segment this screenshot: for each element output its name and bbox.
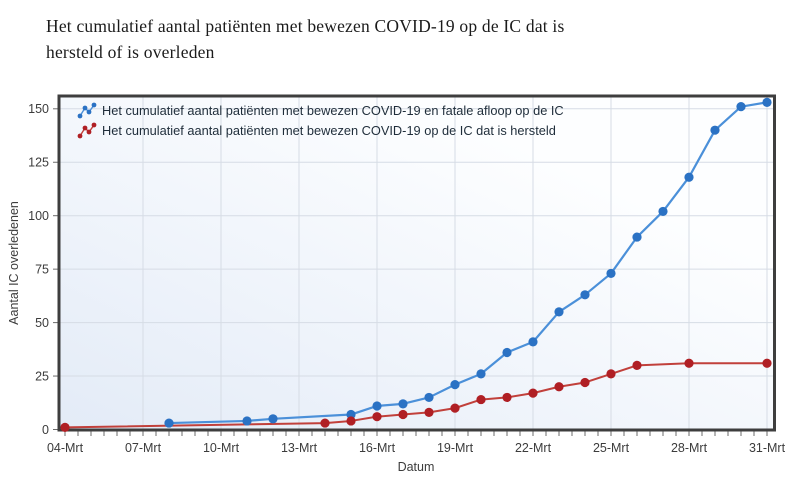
data-point[interactable] — [450, 403, 460, 413]
y-tick-label: 125 — [28, 156, 49, 170]
legend-label: Het cumulatief aantal patiënten met bewe… — [102, 123, 556, 138]
y-tick-label: 75 — [35, 262, 49, 276]
data-point[interactable] — [684, 172, 694, 182]
data-point[interactable] — [424, 392, 434, 403]
data-point[interactable] — [554, 307, 564, 317]
x-tick-label: 25-Mrt — [593, 441, 630, 455]
data-point[interactable] — [398, 399, 408, 409]
legend-label: Het cumulatief aantal patiënten met bewe… — [102, 103, 564, 118]
data-point[interactable] — [554, 382, 564, 392]
y-tick-label: 50 — [35, 316, 49, 330]
data-point[interactable] — [502, 392, 512, 403]
data-point[interactable] — [528, 388, 538, 398]
data-point[interactable] — [476, 394, 486, 405]
data-point[interactable] — [528, 337, 538, 347]
series-marker-icon — [77, 102, 97, 119]
x-tick-label: 10-Mrt — [203, 441, 240, 455]
legend-item-1[interactable]: Het cumulatief aantal patiënten met bewe… — [77, 122, 556, 139]
x-tick-label: 16-Mrt — [359, 441, 396, 455]
data-point[interactable] — [580, 290, 590, 300]
x-axis-title: Datum — [398, 460, 435, 474]
series-line-1 — [64, 362, 767, 429]
page-title-line-1: Het cumulatief aantal patiënten met bewe… — [46, 16, 565, 36]
page-title: Het cumulatief aantal patiënten met bewe… — [46, 13, 565, 65]
data-point[interactable] — [268, 414, 278, 424]
x-tick-label: 13-Mrt — [281, 441, 318, 455]
x-tick-label: 28-Mrt — [671, 441, 708, 455]
y-tick-label: 25 — [35, 369, 49, 383]
data-point[interactable] — [502, 347, 512, 358]
y-tick-label: 0 — [42, 423, 49, 437]
y-tick-label: 100 — [28, 209, 49, 223]
data-point[interactable] — [632, 232, 642, 242]
y-tick-label: 150 — [28, 102, 49, 116]
data-point[interactable] — [762, 358, 772, 368]
data-point[interactable] — [606, 369, 616, 379]
x-tick-label: 19-Mrt — [437, 441, 474, 455]
y-axis-title: Aantal IC overledenen — [7, 201, 21, 325]
plot-frame — [57, 94, 776, 432]
series-marker-icon — [77, 122, 97, 139]
data-point[interactable] — [450, 380, 460, 390]
x-tick-label: 31-Mrt — [749, 441, 786, 455]
x-tick-label: 04-Mrt — [47, 441, 84, 455]
legend-item-0[interactable]: Het cumulatief aantal patiënten met bewe… — [77, 102, 564, 119]
data-point[interactable] — [320, 418, 330, 428]
data-point[interactable] — [632, 360, 642, 370]
data-point[interactable] — [242, 416, 252, 426]
data-point[interactable] — [710, 125, 720, 135]
plot-area-background — [59, 96, 775, 430]
page-title-line-2: hersteld of is overleden — [46, 42, 215, 62]
data-point[interactable] — [736, 102, 746, 112]
data-point[interactable] — [372, 412, 382, 422]
data-point[interactable] — [346, 409, 356, 420]
data-point[interactable] — [476, 369, 486, 379]
data-point[interactable] — [762, 97, 772, 107]
data-point[interactable] — [398, 409, 408, 420]
data-point[interactable] — [684, 358, 694, 368]
data-point[interactable] — [346, 416, 356, 426]
data-point[interactable] — [580, 377, 590, 388]
x-tick-label: 07-Mrt — [125, 441, 162, 455]
data-point[interactable] — [606, 268, 616, 279]
data-point[interactable] — [164, 418, 174, 428]
data-point[interactable] — [372, 401, 382, 411]
data-point[interactable] — [60, 422, 70, 432]
data-point[interactable] — [424, 407, 434, 417]
x-tick-label: 22-Mrt — [515, 441, 552, 455]
data-point[interactable] — [658, 206, 668, 217]
